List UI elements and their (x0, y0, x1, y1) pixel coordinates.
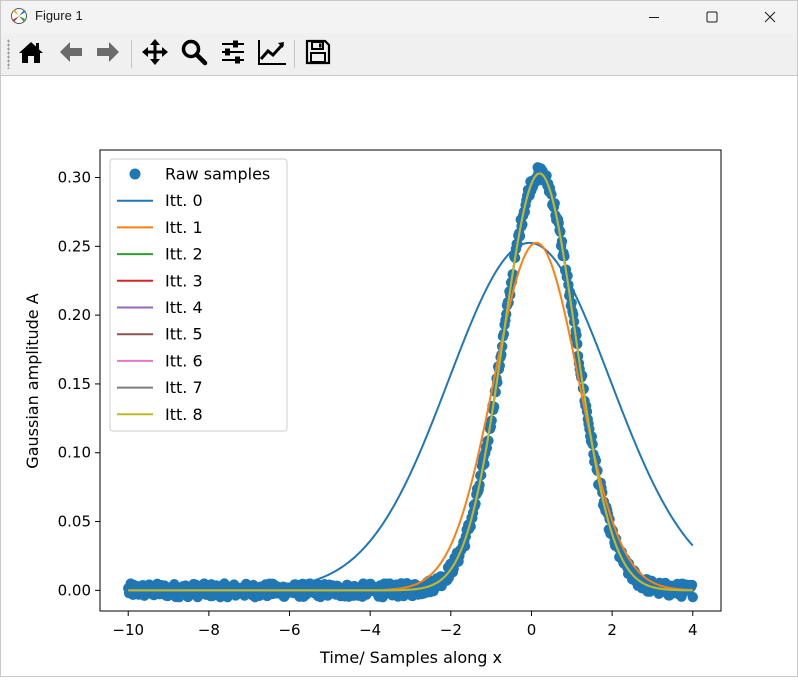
figure-canvas[interactable]: −10 −8 −6 −4 −2 0 2 4 0.00 0.05 0.10 0.15 0.20 0.25 0… (1, 76, 797, 676)
x-axis: −10 −8 −6 −4 −2 0 2 4 (112, 611, 698, 639)
back-button[interactable] (55, 38, 87, 70)
raw-sample-point (687, 591, 698, 603)
legend-label: Itt. 4 (165, 298, 203, 317)
toolbar-grip[interactable] (7, 39, 10, 69)
legend-marker (129, 168, 141, 180)
legend-box (109, 158, 288, 432)
maximize-button[interactable] (683, 1, 741, 33)
magnifier-icon (180, 38, 208, 70)
y-tick-label: 0.15 (58, 375, 91, 393)
matplotlib-figure-icon (10, 7, 28, 25)
x-tick-label: −2 (440, 621, 462, 639)
axes-frame (99, 149, 722, 612)
plot-svg[interactable]: −10 −8 −6 −4 −2 0 2 4 0.000.050.100.150.200.250… (1, 76, 797, 676)
legend-label: Itt. 7 (165, 378, 203, 397)
x-tick-label: −8 (198, 621, 220, 639)
pan-button[interactable] (139, 38, 171, 70)
y-tick-label: 0.30 (58, 169, 91, 187)
toolbar-separator (294, 40, 295, 68)
edit-axes-button[interactable] (256, 38, 288, 70)
y-tick-label: 0.25 (58, 237, 91, 255)
y-tick-label: 0.10 (58, 444, 91, 462)
legend-label: Itt. 2 (165, 245, 203, 264)
legend-label: Itt. 0 (165, 191, 203, 210)
legend-label: Itt. 3 (165, 271, 203, 290)
arrow-left-icon (57, 38, 85, 70)
window-title: Figure 1 (35, 8, 83, 23)
legend-label: Itt. 1 (165, 218, 203, 237)
maximize-icon (706, 11, 718, 23)
move-icon (141, 38, 169, 70)
floppy-disk-icon (304, 38, 332, 70)
navigation-toolbar (1, 33, 797, 76)
x-tick-label: −10 (112, 621, 144, 639)
zoom-button[interactable] (178, 38, 210, 70)
x-axis-label: Time/ Samples along x (319, 648, 502, 667)
raw-sample-point (686, 579, 698, 591)
home-button[interactable] (15, 38, 47, 70)
arrow-right-icon (94, 38, 122, 70)
home-icon (17, 38, 45, 70)
close-icon (764, 11, 776, 23)
legend-label: Itt. 6 (165, 351, 203, 370)
sliders-icon (219, 38, 247, 70)
x-tick-label: −6 (278, 621, 300, 639)
series-line-itt-8 (128, 172, 693, 592)
title-bar[interactable]: Figure 1 (1, 1, 797, 33)
close-button[interactable] (741, 1, 798, 33)
x-tick-label: 0 (527, 621, 537, 639)
legend-label: Raw samples (165, 165, 270, 184)
line-chart-icon (257, 38, 287, 70)
y-axis-label: Gaussian amplitude A (23, 293, 42, 468)
x-tick-label: 2 (607, 621, 617, 639)
y-tick-label: 0.05 (58, 513, 91, 531)
toolbar-separator (131, 40, 132, 68)
y-tick-label: 0.00 (58, 581, 91, 599)
legend[interactable]: Raw samples Itt. 0 Itt. 1 Itt. 2 Itt. 3 Itt. … (109, 158, 288, 432)
x-tick-label: −4 (359, 621, 381, 639)
minimize-icon (648, 11, 660, 23)
y-axis: 0.00 0.05 0.10 0.15 0.20 0.25 0.30 (58, 169, 100, 599)
save-button[interactable] (302, 38, 334, 70)
subplots-button[interactable] (217, 38, 249, 70)
legend-label: Itt. 5 (165, 325, 203, 344)
x-tick-label: 4 (688, 621, 698, 639)
minimize-button[interactable] (625, 1, 683, 33)
raw-sample-point (488, 401, 500, 412)
fit-lines (128, 172, 694, 592)
y-tick-label: 0.20 (58, 306, 91, 324)
legend-label: Itt. 8 (165, 405, 203, 424)
forward-button[interactable] (92, 38, 124, 70)
